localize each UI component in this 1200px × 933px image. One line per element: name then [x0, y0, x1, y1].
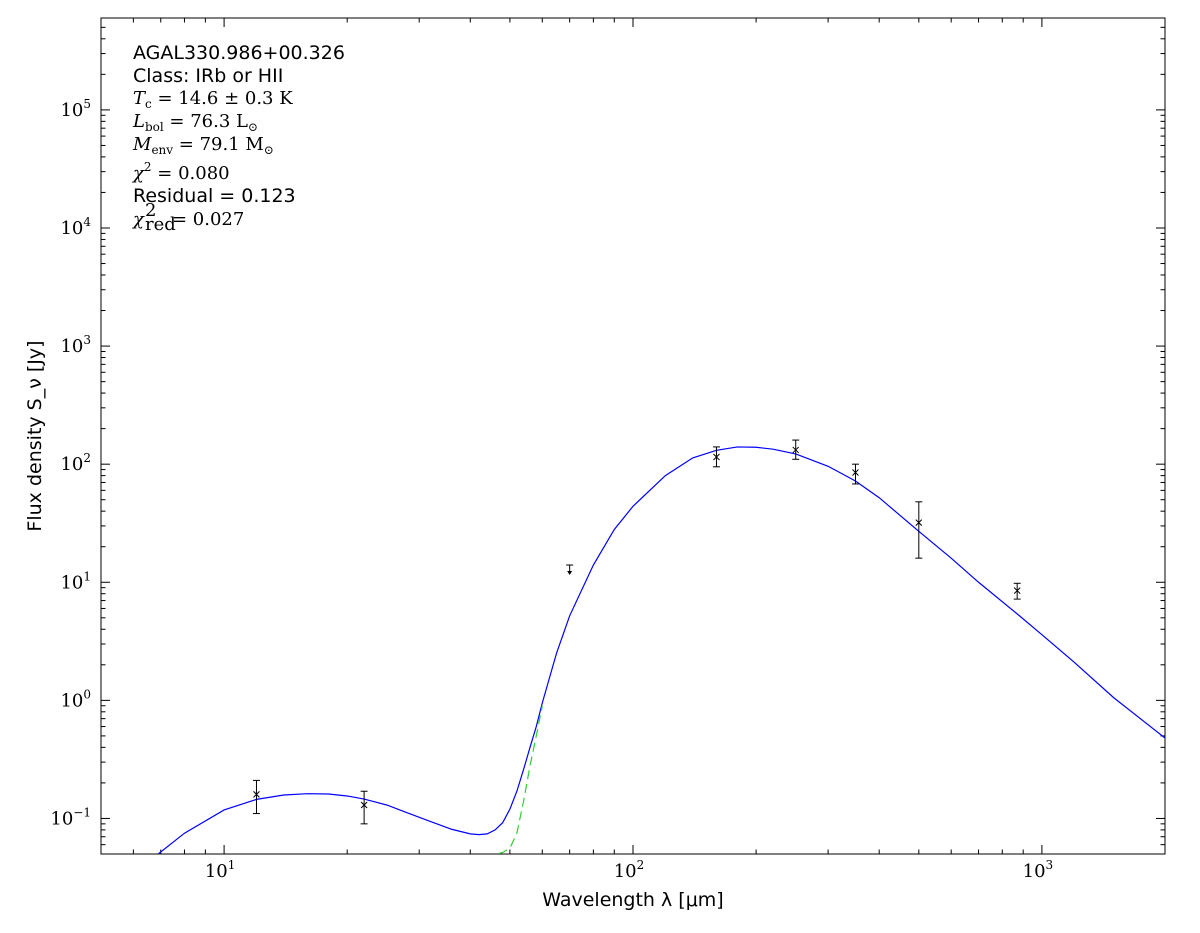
svg-text:red: red [145, 214, 176, 235]
model-sed-line [157, 446, 1165, 854]
y-tick-label: 10−1 [50, 805, 91, 829]
x-tick-label: 103 [1023, 858, 1054, 882]
model-component-dashed-line [498, 705, 543, 854]
y-tick-label: 103 [60, 333, 91, 357]
x-axis-label: Wavelength λ [μm] [542, 889, 723, 911]
x-tick-label: 101 [205, 858, 236, 882]
chi2-annotation: χ2 = 0.080 [131, 160, 230, 184]
chi2-red-annotation: χ 2 red = 0.027 [131, 200, 244, 235]
data-markers [252, 439, 1021, 825]
y-tick-label: 101 [60, 569, 91, 593]
data-point [792, 439, 800, 460]
data-point [915, 501, 923, 559]
y-tick-label: 100 [60, 687, 91, 711]
source-name: AGAL330.986+00.326 [133, 42, 345, 64]
plot-area [100, 17, 1166, 855]
data-point [252, 779, 260, 815]
upper-limit-marker [566, 564, 574, 576]
sed-curves [157, 446, 1165, 854]
y-tick-labels: 10−1 100 101 102 103 104 105 [50, 97, 91, 830]
y-tick-label: 105 [60, 97, 91, 121]
axis-ticks [100, 17, 1166, 855]
source-class: Class: IRb or HII [133, 65, 283, 87]
svg-text:χ: χ [131, 209, 145, 230]
svg-text:= 0.027: = 0.027 [172, 209, 244, 230]
y-axis-label: Flux density S_ν [Jy] [24, 340, 46, 531]
annotation-block: AGAL330.986+00.326 Class: IRb or HII Tc … [131, 42, 345, 235]
data-point [360, 790, 368, 825]
data-point [1013, 582, 1021, 600]
x-tick-labels: 101 102 103 [205, 858, 1053, 882]
tc-annotation: Tc = 14.6 ± 0.3 K [133, 88, 293, 111]
residual-annotation: Residual = 0.123 [133, 185, 296, 207]
y-tick-label: 104 [60, 215, 91, 239]
svg-text:2: 2 [145, 200, 156, 221]
menv-annotation: Menv = 79.1 M⊙ [132, 134, 274, 157]
y-tick-label: 102 [60, 451, 91, 475]
lbol-annotation: Lbol = 76.3 L⊙ [132, 111, 258, 134]
data-point [851, 463, 859, 485]
x-tick-label: 102 [614, 858, 645, 882]
data-point [712, 446, 720, 468]
